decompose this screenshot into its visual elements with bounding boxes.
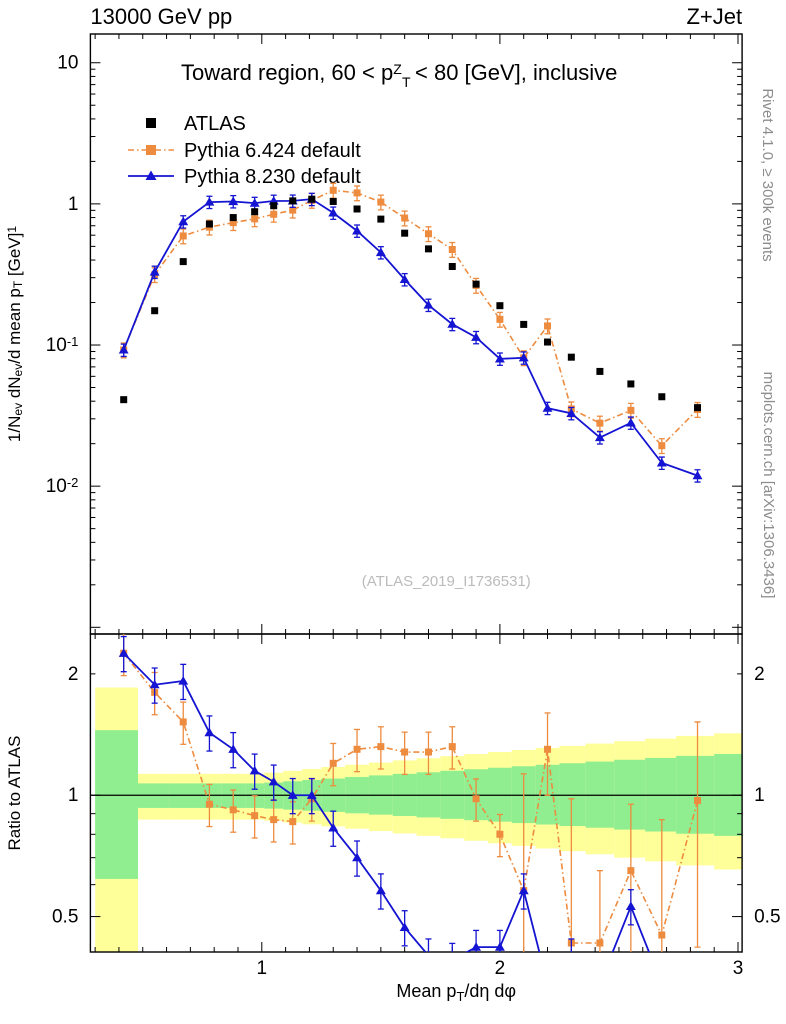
svg-text:T: T — [402, 74, 411, 90]
svg-text:1: 1 — [754, 785, 765, 806]
svg-text:Ratio to ATLAS: Ratio to ATLAS — [5, 736, 24, 851]
svg-text:mcplots.cern.ch [arXiv:1306.34: mcplots.cern.ch [arXiv:1306.3436] — [760, 372, 777, 599]
svg-text:0.5: 0.5 — [52, 907, 78, 928]
svg-text:1: 1 — [257, 958, 268, 979]
svg-text:Rivet 4.1.0, ≥ 300k events: Rivet 4.1.0, ≥ 300k events — [759, 88, 776, 261]
svg-text:Z+Jet: Z+Jet — [686, 4, 742, 29]
svg-text:ATLAS: ATLAS — [184, 113, 246, 135]
svg-text:0.5: 0.5 — [754, 907, 780, 928]
svg-text:1: 1 — [68, 194, 79, 215]
svg-text:< 80 [GeV], inclusive: < 80 [GeV], inclusive — [415, 60, 617, 85]
svg-text:1: 1 — [68, 785, 79, 806]
svg-text:13000 GeV pp: 13000 GeV pp — [90, 4, 232, 29]
svg-text:Toward region, 60 < pZ: Toward region, 60 < pZ — [181, 60, 402, 85]
svg-text:2: 2 — [68, 664, 79, 685]
svg-text:3: 3 — [733, 958, 744, 979]
svg-text:Pythia 8.230 default: Pythia 8.230 default — [184, 166, 361, 188]
svg-text:2: 2 — [495, 958, 506, 979]
svg-text:Pythia 6.424 default: Pythia 6.424 default — [184, 140, 361, 162]
svg-text:Mean pT/dη dφ: Mean pT/dη dφ — [396, 981, 516, 1004]
svg-text:(ATLAS_2019_I1736531): (ATLAS_2019_I1736531) — [362, 573, 531, 590]
svg-text:2: 2 — [754, 664, 765, 685]
svg-text:10: 10 — [57, 53, 78, 74]
